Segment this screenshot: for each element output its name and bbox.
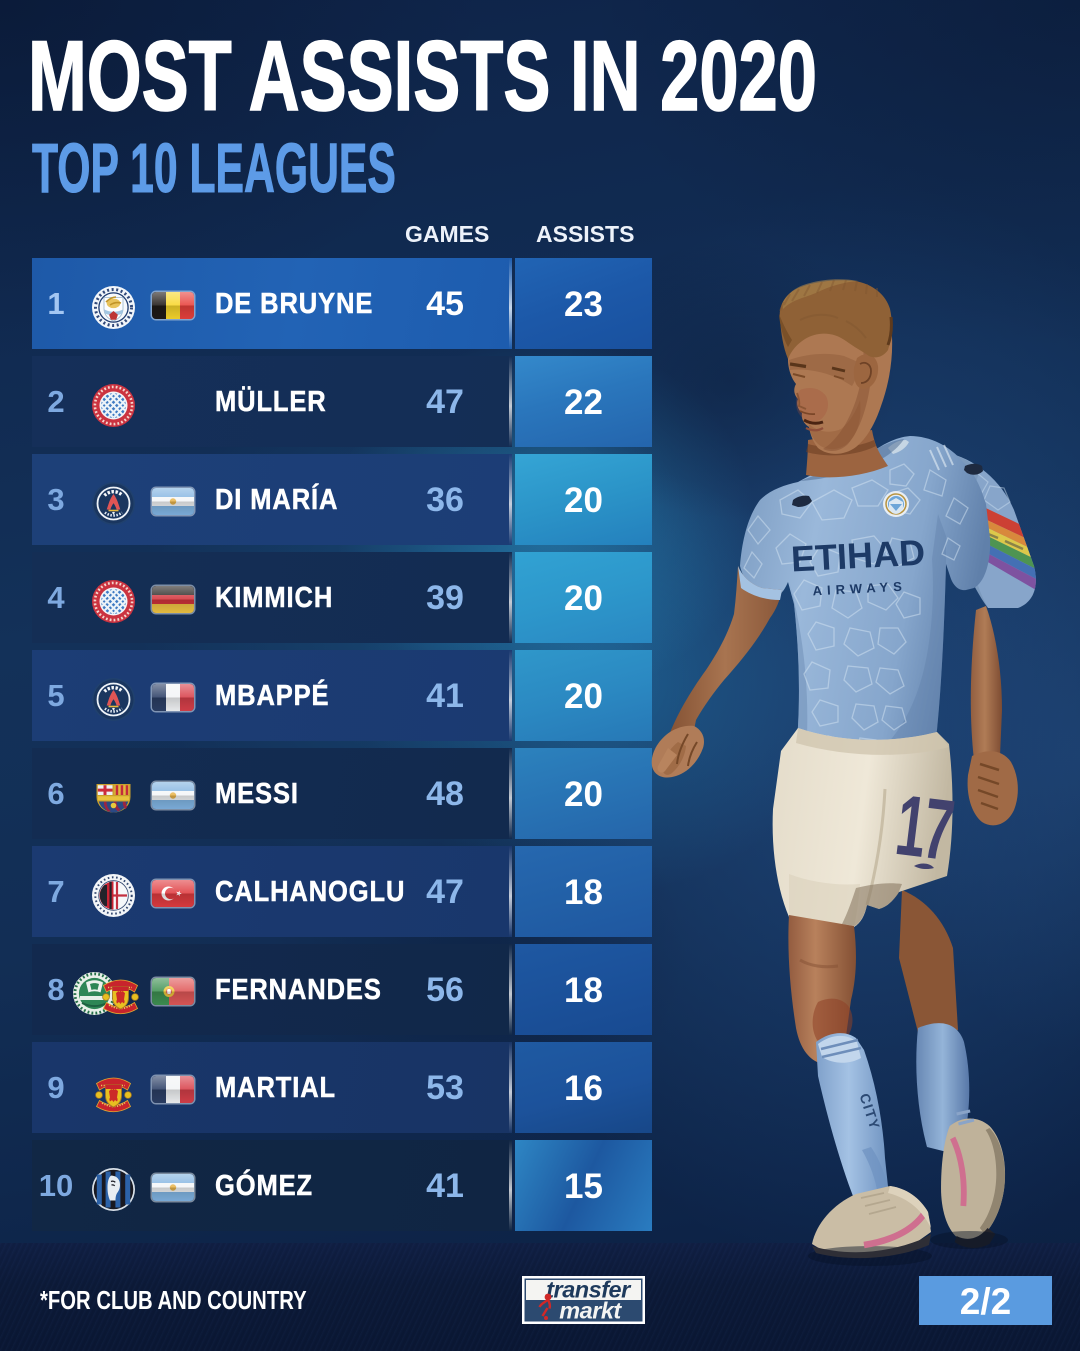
svg-text:transfer: transfer [546,1277,632,1303]
svg-text:AIRWAYS: AIRWAYS [812,578,907,598]
svg-text:markt: markt [559,1298,622,1324]
svg-text:ETIHAD: ETIHAD [790,532,926,580]
svg-text:17: 17 [891,777,957,879]
